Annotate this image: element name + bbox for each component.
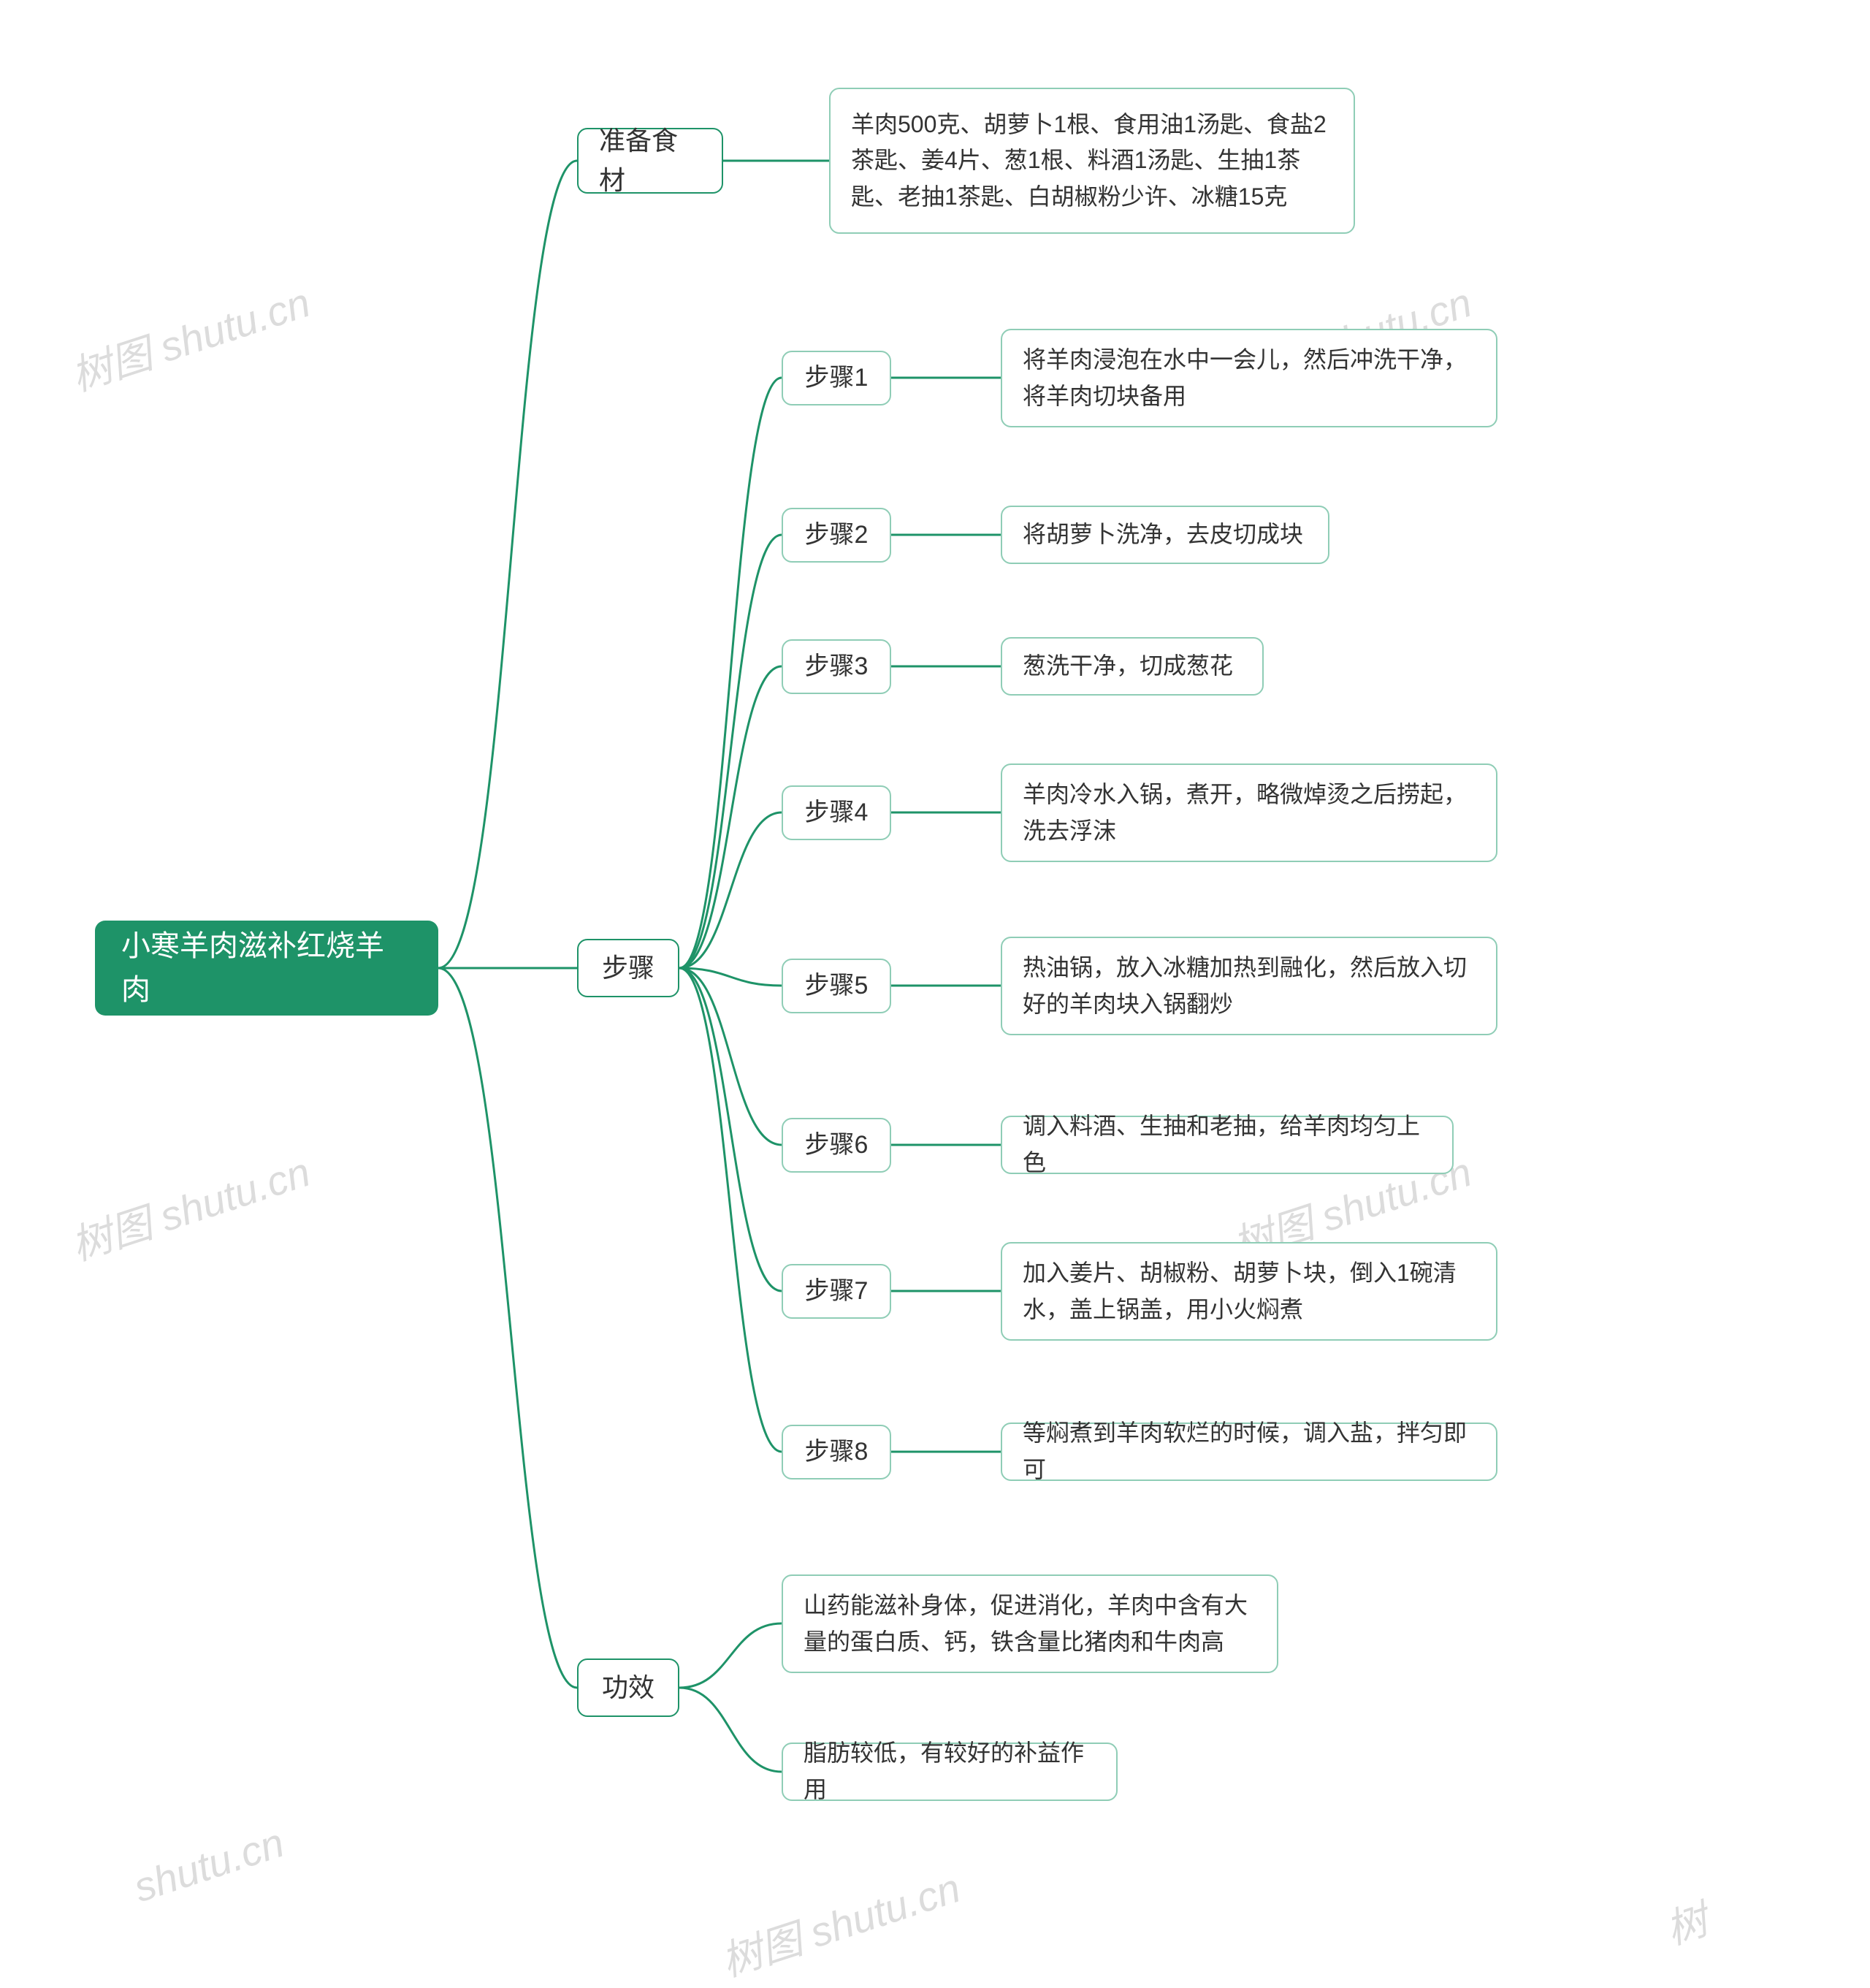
step-6[interactable]: 步骤6	[782, 1118, 891, 1173]
step-7[interactable]: 步骤7	[782, 1264, 891, 1319]
leaf-step-8[interactable]: 等焖煮到羊肉软烂的时候，调入盐，拌匀即可	[1001, 1423, 1497, 1481]
watermark: 树	[1657, 1887, 1714, 1956]
step-5[interactable]: 步骤5	[782, 959, 891, 1013]
leaf-step-1[interactable]: 将羊肉浸泡在水中一会儿，然后冲洗干净，将羊肉切块备用	[1001, 329, 1497, 427]
step-2[interactable]: 步骤2	[782, 508, 891, 563]
watermark: 树图 shutu.cn	[63, 1140, 317, 1273]
leaf-effect-2[interactable]: 脂肪较低，有较好的补益作用	[782, 1743, 1118, 1801]
leaf-step-2[interactable]: 将胡萝卜洗净，去皮切成块	[1001, 506, 1329, 564]
watermark: 树图 shutu.cn	[713, 1856, 967, 1988]
mindmap-canvas: 树图 shutu.cn 树图 shutu.cn 树图 shutu.cn 树图 s…	[0, 0, 1870, 1953]
watermark: shutu.cn	[128, 1818, 289, 1911]
step-1[interactable]: 步骤1	[782, 351, 891, 405]
leaf-step-6[interactable]: 调入料酒、生抽和老抽，给羊肉均匀上色	[1001, 1116, 1454, 1174]
watermark: 树图 shutu.cn	[63, 270, 317, 403]
leaf-prep-detail[interactable]: 羊肉500克、胡萝卜1根、食用油1汤匙、食盐2茶匙、姜4片、葱1根、料酒1汤匙、…	[829, 88, 1355, 234]
step-4[interactable]: 步骤4	[782, 785, 891, 840]
leaf-step-5[interactable]: 热油锅，放入冰糖加热到融化，然后放入切好的羊肉块入锅翻炒	[1001, 937, 1497, 1035]
branch-prep[interactable]: 准备食材	[577, 128, 723, 194]
branch-effect[interactable]: 功效	[577, 1658, 679, 1717]
leaf-effect-1[interactable]: 山药能滋补身体，促进消化，羊肉中含有大量的蛋白质、钙，铁含量比猪肉和牛肉高	[782, 1574, 1278, 1673]
step-3[interactable]: 步骤3	[782, 639, 891, 694]
leaf-step-3[interactable]: 葱洗干净，切成葱花	[1001, 637, 1264, 696]
branch-steps[interactable]: 步骤	[577, 939, 679, 997]
leaf-step-4[interactable]: 羊肉冷水入锅，煮开，略微焯烫之后捞起，洗去浮沫	[1001, 763, 1497, 862]
leaf-step-7[interactable]: 加入姜片、胡椒粉、胡萝卜块，倒入1碗清水，盖上锅盖，用小火焖煮	[1001, 1242, 1497, 1341]
root-node[interactable]: 小寒羊肉滋补红烧羊肉	[95, 921, 438, 1016]
step-8[interactable]: 步骤8	[782, 1425, 891, 1479]
